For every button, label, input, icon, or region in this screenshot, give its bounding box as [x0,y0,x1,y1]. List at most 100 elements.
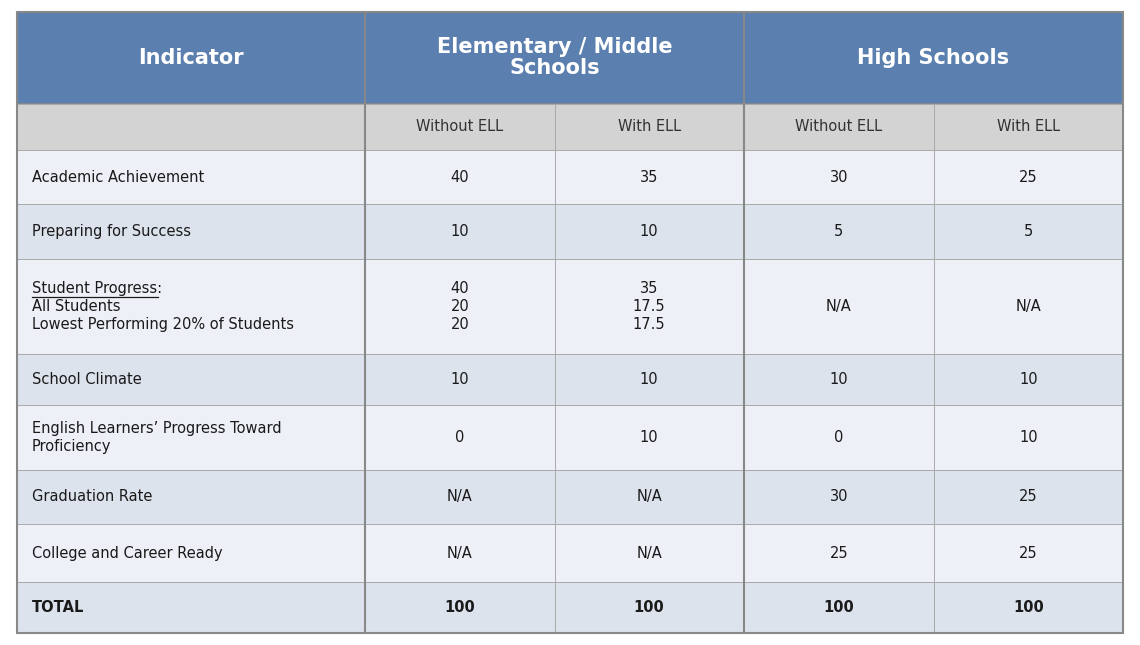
Text: 25: 25 [830,546,848,561]
Bar [17,204,366,259]
Text: 40: 40 [450,281,470,295]
Text: N/A: N/A [825,299,852,313]
Bar [743,204,934,259]
Text: With ELL: With ELL [618,119,681,134]
Text: 25: 25 [1019,546,1037,561]
Text: 35: 35 [640,281,658,295]
Text: 5: 5 [1024,224,1033,239]
Text: 100: 100 [634,600,665,615]
Bar [934,204,1123,259]
Text: 25: 25 [1019,170,1037,185]
Bar [366,259,554,354]
Text: Proficiency: Proficiency [32,439,112,454]
Text: College and Career Ready: College and Career Ready [32,546,222,561]
Text: Lowest Performing 20% of Students: Lowest Performing 20% of Students [32,317,294,332]
Bar [743,524,934,582]
Text: 20: 20 [450,317,470,332]
Text: 10: 10 [1019,372,1037,387]
Text: 0: 0 [455,430,465,445]
Bar [17,582,366,633]
Bar [743,259,934,354]
Bar [554,150,743,204]
Bar [934,259,1123,354]
Text: School Climate: School Climate [32,372,141,387]
Text: 100: 100 [445,600,475,615]
Bar [554,470,743,524]
Text: 30: 30 [830,490,848,504]
Text: 10: 10 [450,224,470,239]
Text: N/A: N/A [447,546,473,561]
Bar [366,354,554,405]
Text: 100: 100 [1013,600,1044,615]
Bar [554,582,743,633]
Text: Preparing for Success: Preparing for Success [32,224,190,239]
Bar [17,12,366,104]
Text: 10: 10 [830,372,848,387]
Bar [554,354,743,405]
Text: TOTAL: TOTAL [32,600,84,615]
Text: 17.5: 17.5 [633,317,666,332]
Bar [554,104,743,150]
Bar [934,405,1123,470]
Bar [743,582,934,633]
Text: 10: 10 [640,224,659,239]
Bar [934,582,1123,633]
Text: Graduation Rate: Graduation Rate [32,490,153,504]
Text: Academic Achievement: Academic Achievement [32,170,204,185]
Bar [743,12,1123,104]
Text: Schools: Schools [510,58,600,78]
Bar [554,405,743,470]
Text: English Learners’ Progress Toward: English Learners’ Progress Toward [32,421,282,436]
Text: N/A: N/A [1016,299,1041,313]
Bar [743,470,934,524]
Text: Student Progress:: Student Progress: [32,281,162,295]
Text: 30: 30 [830,170,848,185]
Bar [934,470,1123,524]
Text: N/A: N/A [636,490,662,504]
Bar [17,104,366,150]
Bar [743,104,934,150]
Bar [934,104,1123,150]
Text: N/A: N/A [447,490,473,504]
Text: 0: 0 [834,430,844,445]
Text: Indicator: Indicator [138,48,244,68]
Bar [366,150,554,204]
Bar [366,582,554,633]
Bar [934,524,1123,582]
Text: High Schools: High Schools [857,48,1009,68]
Bar [554,259,743,354]
Text: All Students: All Students [32,299,121,313]
Bar [17,150,366,204]
Bar [366,12,743,104]
Text: 5: 5 [834,224,844,239]
Bar [366,405,554,470]
Text: 35: 35 [640,170,658,185]
Bar [934,354,1123,405]
Bar [17,354,366,405]
Text: 25: 25 [1019,490,1037,504]
Text: With ELL: With ELL [996,119,1060,134]
Bar [743,405,934,470]
Text: Elementary / Middle: Elementary / Middle [437,37,673,57]
Bar [366,104,554,150]
Bar [17,524,366,582]
Bar [554,524,743,582]
Bar [366,470,554,524]
Bar [934,150,1123,204]
Bar [743,150,934,204]
Text: 10: 10 [450,372,470,387]
Bar [17,470,366,524]
Bar [17,259,366,354]
Text: Without ELL: Without ELL [416,119,504,134]
Text: 10: 10 [1019,430,1037,445]
Text: 40: 40 [450,170,470,185]
Bar [743,354,934,405]
Text: 10: 10 [640,372,659,387]
Bar [17,405,366,470]
Text: 10: 10 [640,430,659,445]
Text: 20: 20 [450,299,470,313]
Bar [366,524,554,582]
Bar [366,204,554,259]
Text: Without ELL: Without ELL [795,119,882,134]
Bar [554,204,743,259]
